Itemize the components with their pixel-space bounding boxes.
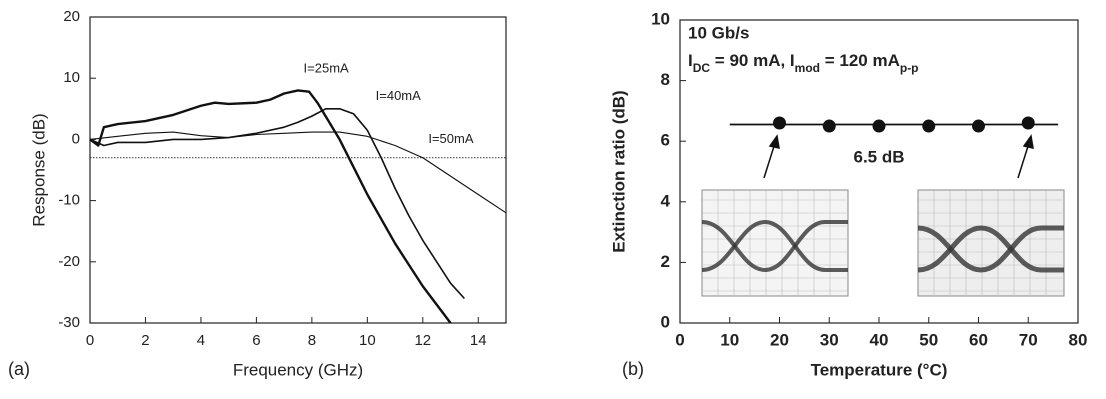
panel-a: 0 2 4 6 8 10 12 14 -30 -20 -10 0 10 20 Frequency (GHz)… [8,8,506,380]
response-curve [90,90,451,323]
y-tick-label: 2 [661,252,670,271]
x-tick-label: 40 [870,330,889,349]
condition-label: IDC = 90 mA, Imod = 120 mAp-p [688,51,919,75]
data-point [823,120,836,133]
data-point [873,120,886,133]
y-tick-label: 10 [63,69,80,86]
condition-part: DC [693,61,711,75]
data-point [972,120,985,133]
y-tick-label: 10 [651,9,670,28]
y-axis-label: Response (dB) [29,113,48,226]
x-tick-label: 2 [141,332,149,349]
panel-label: (b) [622,359,644,379]
x-axis-label: Temperature (°C) [811,360,948,379]
eye-inset-right [918,190,1064,296]
x-tick-label: 60 [969,330,988,349]
x-tick-label: 20 [770,330,789,349]
x-axis-label: Frequency (GHz) [233,360,363,379]
curve-label: I=50mA [428,131,473,146]
y-tick-label: -10 [58,192,80,209]
data-point [922,120,935,133]
condition-part: = 90 mA, I [710,51,795,70]
panel-b: 0 10 20 30 40 50 60 70 80 0 2 4 6 8 10 Temperature (°C)… [609,9,1087,379]
x-tick-label: 80 [1069,330,1088,349]
data-point [1022,117,1035,130]
data-point [773,117,786,130]
y-tick-label: 20 [63,8,80,25]
panel-label: (a) [8,359,30,379]
x-tick-label: 6 [252,332,260,349]
x-tick-label: 10 [720,330,739,349]
level-label: 6.5 dB [853,147,904,166]
eye-inset-left [702,190,848,296]
x-tick-label: 0 [86,332,94,349]
x-tick-label: 4 [197,332,205,349]
y-tick-label: 6 [661,131,670,150]
y-tick-label: 8 [661,70,670,89]
x-tick-label: 10 [359,332,376,349]
x-tick-label: 30 [820,330,839,349]
x-tick-label: 70 [1019,330,1038,349]
condition-part: mod [795,61,820,75]
x-tick-label: 0 [675,330,684,349]
x-tick-label: 12 [414,332,431,349]
figure: 02468101214-30-20-1001020Frequency (GHz)… [0,0,1106,399]
rate-label: 10 Gb/s [688,23,749,42]
y-tick-label: 0 [661,312,670,331]
condition-part: = 120 mA [820,51,900,70]
y-tick-label: 0 [72,130,80,147]
plot-frame [90,17,506,323]
condition-part: p-p [900,61,919,75]
curve-label: I=25mA [304,60,349,75]
x-tick-label: 14 [470,332,487,349]
curve-label: I=40mA [376,88,421,103]
y-tick-label: 4 [661,191,671,210]
x-tick-label: 8 [308,332,316,349]
y-tick-label: -30 [58,314,80,331]
response-curve [90,109,464,299]
y-axis-label: Extinction ratio (dB) [609,90,628,252]
y-tick-label: -20 [58,253,80,270]
x-tick-label: 50 [919,330,938,349]
